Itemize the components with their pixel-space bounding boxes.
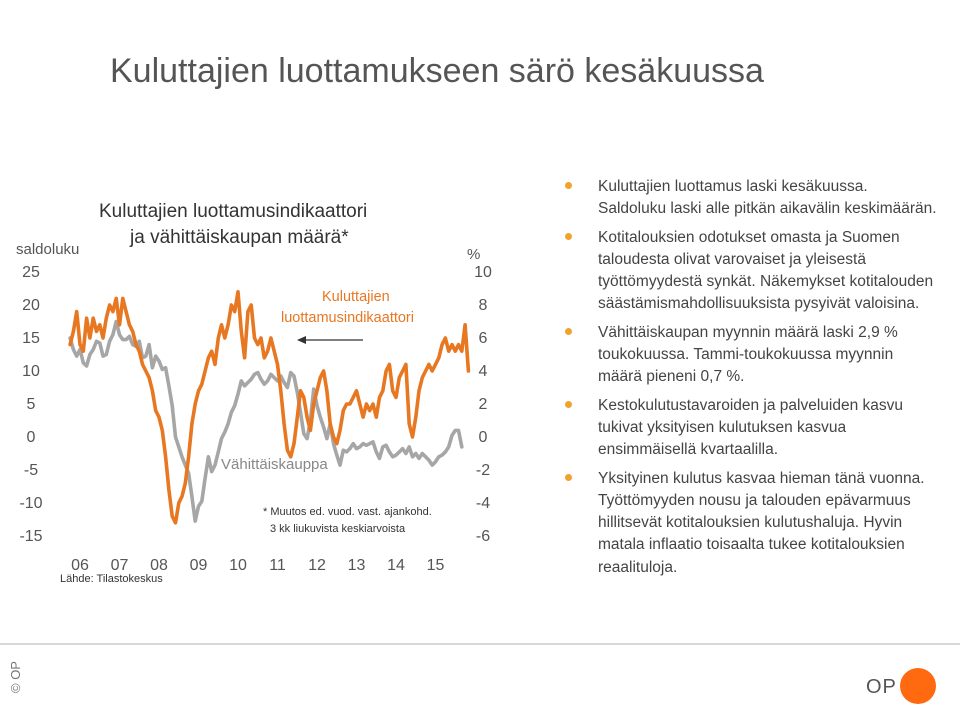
right-axis-ticks: 10 8 6 4 2 0 -2 -4 -6 bbox=[474, 264, 492, 545]
footer-divider bbox=[0, 643, 960, 645]
right-axis-tick-label: -4 bbox=[476, 495, 490, 512]
bullet-text: Yksityinen kulutus kasvaa hieman tänä vu… bbox=[598, 469, 925, 576]
right-axis-tick-label: 6 bbox=[479, 330, 488, 347]
footer-copyright: © OP bbox=[8, 661, 23, 693]
left-axis-tick-label: 5 bbox=[27, 396, 36, 413]
series-layer bbox=[68, 289, 471, 525]
annotation-arrow-head bbox=[297, 336, 306, 344]
x-axis-tick-label: 13 bbox=[348, 557, 366, 574]
right-axis-tick-label: 2 bbox=[479, 396, 488, 413]
right-axis-tick-label: 4 bbox=[479, 363, 488, 380]
x-axis-tick-label: 15 bbox=[427, 557, 445, 574]
left-axis-tick-label: 0 bbox=[27, 429, 36, 446]
op-logo: OP bbox=[862, 664, 942, 708]
bullet-dot-icon bbox=[565, 400, 572, 408]
bullet-item: Kotitalouksien odotukset omasta ja Suome… bbox=[565, 227, 940, 316]
annotation-consumer-confidence-line-1: Kuluttajien bbox=[322, 289, 390, 305]
logo-text: OP bbox=[866, 676, 897, 698]
bullet-item: Vähittäiskaupan myynnin määrä laski 2,9 … bbox=[565, 322, 940, 389]
bullet-dot-icon bbox=[565, 327, 572, 335]
left-axis-tick-label: -15 bbox=[19, 528, 42, 545]
bullet-dot-icon bbox=[565, 232, 572, 240]
bullet-text: Vähittäiskaupan myynnin määrä laski 2,9 … bbox=[598, 323, 898, 386]
x-axis-tick-label: 12 bbox=[308, 557, 326, 574]
x-axis-tick-label: 08 bbox=[150, 557, 168, 574]
x-axis-tick-label: 11 bbox=[269, 557, 286, 574]
chart-source: Lähde: Tilastokeskus bbox=[60, 573, 163, 585]
bullet-text: Kuluttajien luottamus laski kesäkuussa. … bbox=[598, 178, 937, 218]
x-axis-ticks: 06 07 08 09 10 11 12 13 14 15 bbox=[71, 557, 444, 574]
x-axis-tick-label: 10 bbox=[229, 557, 247, 574]
bullet-item: Kestokulutustavaroiden ja palveluiden ka… bbox=[565, 395, 940, 462]
bullet-dot-icon bbox=[565, 182, 572, 189]
left-axis-tick-label: 10 bbox=[22, 363, 40, 380]
x-axis-tick-label: 09 bbox=[190, 557, 208, 574]
x-axis-tick-label: 06 bbox=[71, 557, 89, 574]
chart-note-line-1: * Muutos ed. vuod. vast. ajankohd. bbox=[263, 506, 432, 518]
left-axis-tick-label: -10 bbox=[19, 495, 42, 512]
left-axis-tick-label: 20 bbox=[22, 297, 40, 314]
left-axis-unit: saldoluku bbox=[16, 241, 79, 258]
right-axis-tick-label: -2 bbox=[476, 462, 490, 479]
left-axis-ticks: 25 20 15 10 5 0 -5 -10 -15 bbox=[19, 264, 42, 545]
x-axis-tick-label: 14 bbox=[387, 557, 405, 574]
right-axis-tick-label: 10 bbox=[474, 264, 492, 281]
right-axis-unit: % bbox=[467, 246, 480, 263]
chart-title-line-2: ja vähittäiskaupan määrä* bbox=[129, 227, 349, 248]
consumer-confidence-line bbox=[68, 289, 471, 525]
right-axis-tick-label: -6 bbox=[476, 528, 490, 545]
left-axis-tick-label: 25 bbox=[22, 264, 40, 281]
op-logo-icon bbox=[900, 668, 936, 704]
chart-note-line-2: 3 kk liukuvista keskiarvoista bbox=[270, 523, 406, 535]
left-axis-tick-label: 15 bbox=[22, 330, 40, 347]
page-title: Kuluttajien luottamukseen särö kesäkuuss… bbox=[110, 52, 764, 90]
bullet-item: Yksityinen kulutus kasvaa hieman tänä vu… bbox=[565, 468, 940, 579]
right-axis-tick-label: 0 bbox=[479, 429, 488, 446]
bullet-text: Kotitalouksien odotukset omasta ja Suome… bbox=[598, 228, 934, 313]
x-axis-tick-label: 07 bbox=[111, 557, 129, 574]
chart: Kuluttajien luottamusindikaattori ja väh… bbox=[16, 201, 492, 585]
bullet-text: Kestokulutustavaroiden ja palveluiden ka… bbox=[598, 396, 904, 459]
left-axis-tick-label: -5 bbox=[24, 462, 38, 479]
bullet-dot-icon bbox=[565, 473, 572, 481]
annotation-retail: Vähittäiskauppa bbox=[221, 456, 328, 473]
bullet-item: Kuluttajien luottamus laski kesäkuussa. … bbox=[565, 176, 940, 221]
annotation-consumer-confidence-line-2: luottamusindikaattori bbox=[281, 310, 414, 326]
bullet-list: Kuluttajien luottamus laski kesäkuussa. … bbox=[565, 176, 940, 585]
chart-title-line-1: Kuluttajien luottamusindikaattori bbox=[99, 201, 367, 222]
right-axis-tick-label: 8 bbox=[479, 297, 488, 314]
